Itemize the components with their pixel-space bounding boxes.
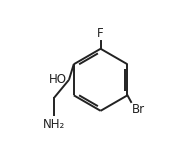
Text: Br: Br (132, 103, 145, 116)
Text: HO: HO (49, 73, 67, 86)
Text: NH₂: NH₂ (43, 118, 65, 131)
Text: F: F (97, 27, 104, 40)
